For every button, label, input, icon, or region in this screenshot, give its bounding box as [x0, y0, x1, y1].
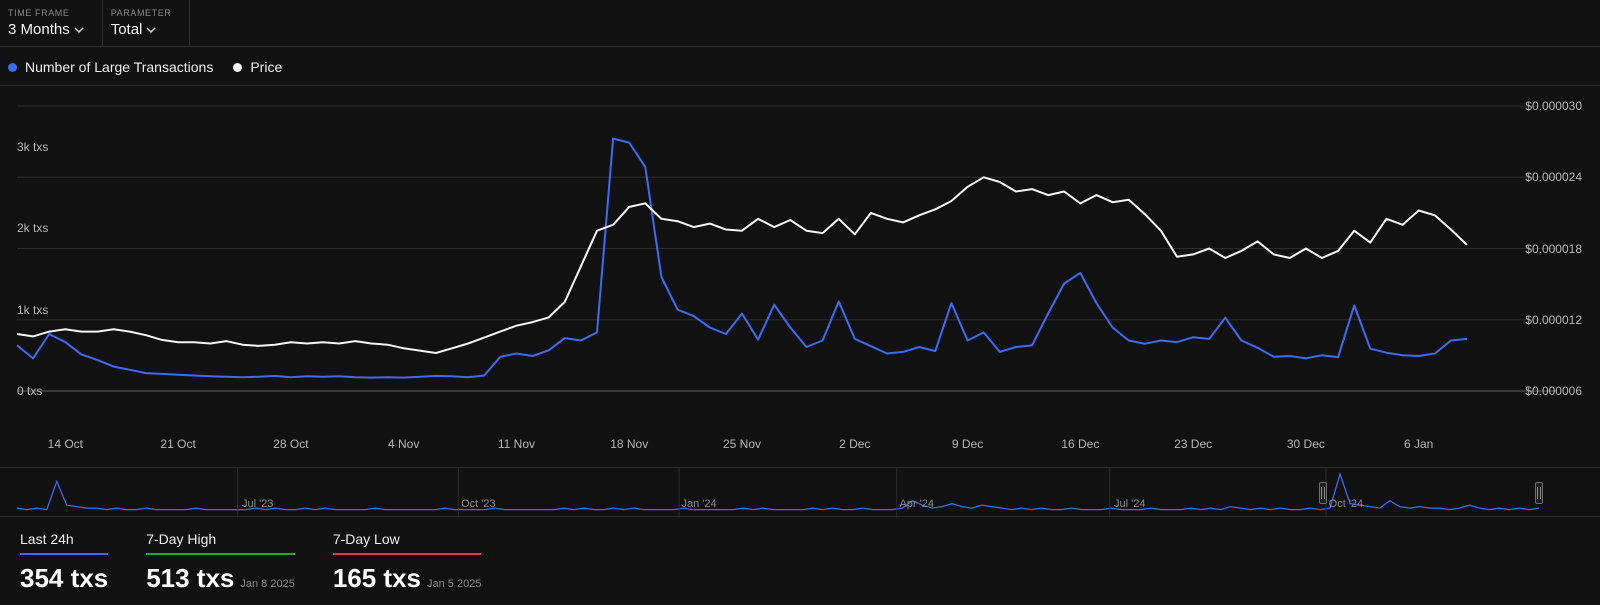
mini-x-tick: Oct '24: [1329, 498, 1364, 510]
x-tick: 9 Dec: [952, 437, 983, 451]
parameter-value: Total: [111, 18, 172, 38]
mini-x-tick: Jan '24: [681, 498, 716, 510]
parameter-label: PARAMETER: [111, 8, 172, 18]
timeframe-selector[interactable]: TIME FRAME 3 Months: [0, 0, 103, 46]
chart-canvas: [0, 86, 1556, 396]
legend-item-price[interactable]: Price: [233, 59, 282, 75]
stat-bar: [20, 553, 108, 555]
x-tick: 16 Dec: [1061, 437, 1099, 451]
chevron-down-icon: [74, 25, 84, 35]
y-left-tick: 3k txs: [17, 140, 48, 154]
stat-value: 354 txs: [20, 563, 108, 594]
x-tick: 2 Dec: [839, 437, 870, 451]
y-right-tick: $0.000030: [1525, 99, 1582, 113]
x-tick: 11 Nov: [498, 437, 535, 451]
summary-stats: Last 24h 354 txs 7-Day High 513 txs Jan …: [0, 517, 1600, 594]
timeframe-value: 3 Months: [8, 18, 84, 38]
y-left-tick: 0 txs: [17, 384, 42, 398]
stat-label: Last 24h: [20, 531, 108, 553]
x-tick: 23 Dec: [1174, 437, 1212, 451]
x-axis-labels: 14 Oct 21 Oct 28 Oct 4 Nov 11 Nov 18 Nov 25 No…: [0, 431, 1600, 457]
main-chart[interactable]: 0 txs 1k txs 2k txs 3k txs $0.000006 $0.0000…: [0, 86, 1600, 431]
mini-x-tick: Apr '24: [899, 498, 934, 510]
stat-date: Jan 8 2025: [240, 578, 294, 590]
brush-handle-right[interactable]: [1535, 482, 1543, 504]
mini-x-tick: Jul '23: [242, 498, 273, 510]
stat-value: 513 txs: [146, 563, 234, 594]
stat-label: 7-Day High: [146, 531, 295, 553]
stat-7day-low: 7-Day Low 165 txs Jan 5 2025: [333, 531, 502, 594]
brush-handle-left[interactable]: [1319, 482, 1327, 504]
y-right-tick: $0.000024: [1525, 170, 1582, 184]
stat-bar: [146, 553, 295, 555]
x-tick: 6 Jan: [1404, 437, 1433, 451]
stat-date: Jan 5 2025: [427, 578, 481, 590]
y-right-tick: $0.000006: [1525, 384, 1582, 398]
x-tick: 25 Nov: [723, 437, 761, 451]
range-brush[interactable]: Jul '23 Oct '23 Jan '24 Apr '24 Jul '24 Oct '…: [0, 467, 1600, 517]
x-tick: 21 Oct: [160, 437, 195, 451]
x-tick: 28 Oct: [273, 437, 308, 451]
controls-bar: TIME FRAME 3 Months PARAMETER Total: [0, 0, 1600, 47]
mini-x-tick: Oct '23: [461, 498, 496, 510]
chart-legend: Number of Large Transactions Price: [0, 47, 1600, 86]
stat-label: 7-Day Low: [333, 531, 482, 553]
x-tick: 14 Oct: [48, 437, 83, 451]
legend-dot-icon: [8, 63, 17, 72]
stat-last-24h: Last 24h 354 txs: [20, 531, 128, 594]
timeframe-label: TIME FRAME: [8, 8, 84, 18]
y-left-tick: 1k txs: [17, 303, 48, 317]
y-right-tick: $0.000012: [1525, 313, 1582, 327]
legend-item-txs[interactable]: Number of Large Transactions: [8, 59, 213, 75]
mini-x-tick: Jul '24: [1114, 498, 1145, 510]
stat-7day-high: 7-Day High 513 txs Jan 8 2025: [146, 531, 315, 594]
x-tick: 30 Dec: [1287, 437, 1325, 451]
x-tick: 18 Nov: [610, 437, 648, 451]
stat-bar: [333, 553, 482, 555]
legend-dot-icon: [233, 63, 242, 72]
parameter-selector[interactable]: PARAMETER Total: [103, 0, 191, 46]
stat-value: 165 txs: [333, 563, 421, 594]
y-right-tick: $0.000018: [1525, 242, 1582, 256]
chevron-down-icon: [146, 25, 156, 35]
y-left-tick: 2k txs: [17, 221, 48, 235]
x-tick: 4 Nov: [388, 437, 419, 451]
